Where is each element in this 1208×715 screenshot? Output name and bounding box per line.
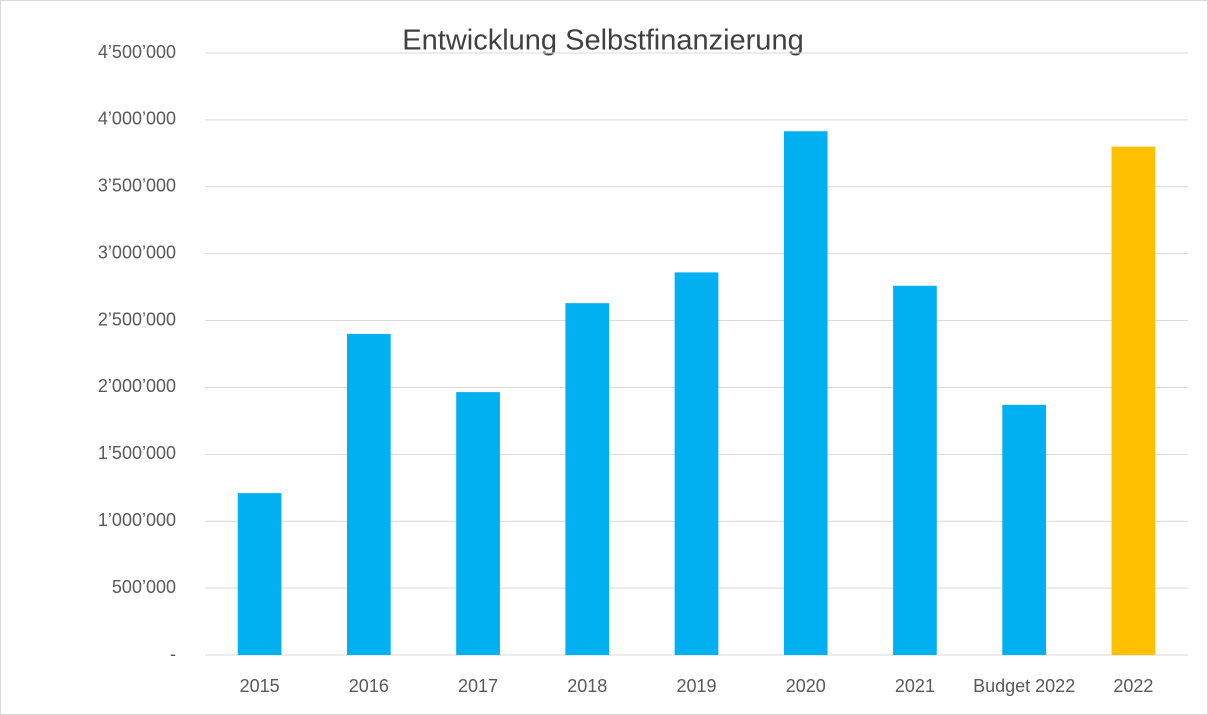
- y-tick-label: -: [170, 644, 176, 664]
- x-tick-label: 2022: [1113, 676, 1153, 696]
- x-tick-label: 2015: [240, 676, 280, 696]
- bar: [1111, 146, 1156, 655]
- x-tick-label: 2016: [349, 676, 389, 696]
- y-tick-label: 2’500’000: [98, 309, 176, 329]
- y-tick-label: 1’000’000: [98, 510, 176, 530]
- x-tick-label: 2021: [895, 676, 935, 696]
- y-tick-label: 1’500’000: [98, 443, 176, 463]
- x-tick-label: Budget 2022: [973, 676, 1075, 696]
- bar: [1002, 404, 1047, 655]
- y-tick-label: 2’000’000: [98, 376, 176, 396]
- bar: [456, 392, 500, 655]
- x-tick-label: 2017: [458, 676, 498, 696]
- bar: [565, 303, 610, 655]
- y-tick-label: 500’000: [112, 577, 176, 597]
- bar: [237, 493, 282, 655]
- bar: [346, 333, 391, 655]
- bar: [674, 272, 719, 655]
- chart-title: Entwicklung Selbstfinanzierung: [402, 25, 803, 57]
- bar: [893, 285, 937, 655]
- bar: [783, 131, 828, 655]
- x-tick-label: 2019: [676, 676, 716, 696]
- y-tick-label: 4’500’000: [98, 42, 176, 62]
- x-tick-label: 2018: [567, 676, 607, 696]
- y-tick-label: 3’500’000: [98, 176, 176, 196]
- x-tick-label: 2020: [786, 676, 826, 696]
- y-tick-label: 4’000’000: [98, 109, 176, 129]
- y-tick-label: 3’000’000: [98, 242, 176, 262]
